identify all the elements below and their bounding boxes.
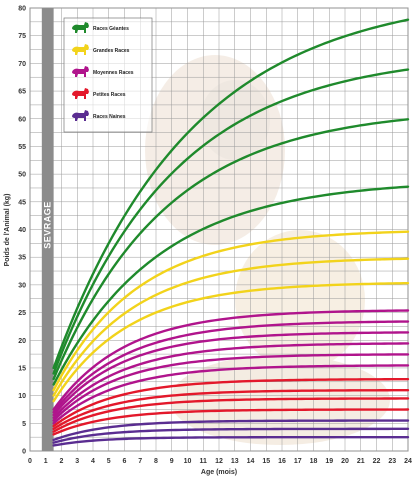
dog-icon: [72, 22, 89, 33]
series-line-12: [52, 353, 410, 422]
x-tick-label: 12: [215, 458, 223, 465]
x-tick-label: 21: [357, 458, 365, 465]
x-tick-label: 8: [154, 458, 158, 465]
dog-icon: [72, 110, 89, 121]
y-tick-label: 0: [22, 449, 26, 456]
series-line-14: [52, 377, 410, 428]
sevrage-band: [41, 8, 54, 451]
y-tick-label: 10: [18, 393, 26, 400]
background-photo: [145, 55, 390, 445]
x-tick-label: 13: [231, 458, 239, 465]
series-line-16: [52, 397, 410, 433]
legend-label: Moyennes Races: [93, 70, 134, 76]
series-line-11: [52, 342, 410, 419]
x-tick-label: 23: [388, 458, 396, 465]
y-tick-label: 75: [18, 33, 26, 40]
y-tick-label: 15: [18, 365, 26, 372]
y-tick-label: 30: [18, 282, 26, 289]
x-tick-label: 19: [325, 458, 333, 465]
legend: Races Géantes Grandes Races Moyennes Races…: [63, 17, 153, 133]
x-tick-label: 5: [107, 458, 111, 465]
dog-icon: [72, 66, 89, 77]
series-line-7: [52, 281, 410, 403]
curves: [52, 18, 410, 447]
x-tick-label: 10: [184, 458, 192, 465]
x-tick-label: 0: [28, 458, 32, 465]
y-tick-label: 60: [18, 116, 26, 123]
series-line-20: [52, 435, 410, 447]
x-tick-label: 2: [60, 458, 64, 465]
series-line-1: [52, 18, 410, 370]
series-line-8: [52, 309, 410, 411]
y-tick-label: 80: [18, 6, 26, 13]
x-tick-label: 3: [75, 458, 79, 465]
series-line-9: [52, 320, 410, 414]
x-tick-label: 4: [91, 458, 95, 465]
y-tick-label: 35: [18, 255, 26, 262]
x-tick-labels: 0 1 2 3 4 5 6 7 8 9 10 11 12 13 14 15 16 17 18 19 20 21 22 23 24: [28, 458, 412, 465]
x-tick-label: 24: [404, 458, 412, 465]
x-tick-label: 16: [278, 458, 286, 465]
series-line-6: [52, 257, 410, 397]
series-line-17: [52, 408, 410, 436]
series-line-3: [52, 118, 410, 381]
series-line-2: [52, 68, 410, 375]
x-tick-label: 17: [294, 458, 302, 465]
y-tick-label: 45: [18, 199, 26, 206]
x-tick-label: 11: [200, 458, 208, 465]
series-line-4: [52, 185, 410, 386]
sevrage-label: SEVRAGE: [43, 201, 53, 249]
legend-label: Races Naines: [93, 114, 126, 120]
x-tick-label: 9: [170, 458, 174, 465]
x-tick-label: 6: [123, 458, 127, 465]
x-tick-label: 22: [373, 458, 381, 465]
x-tick-label: 7: [138, 458, 142, 465]
y-tick-label: 40: [18, 227, 26, 234]
x-tick-label: 15: [262, 458, 270, 465]
series-line-13: [52, 364, 410, 425]
y-tick-label: 70: [18, 61, 26, 68]
legend-label: Races Géantes: [93, 26, 129, 32]
series-line-5: [52, 230, 410, 392]
x-tick-label: 20: [341, 458, 349, 465]
x-tick-label: 14: [247, 458, 255, 465]
legend-label: Grandes Races: [93, 48, 130, 54]
dog-icon: [72, 88, 89, 99]
x-tick-label: 1: [44, 458, 48, 465]
dog-icon: [72, 44, 89, 55]
y-axis-label: Poids de l'Animal (kg): [4, 194, 11, 267]
y-tick-label: 55: [18, 144, 26, 151]
legend-label: Petites Races: [93, 92, 126, 98]
y-tick-label: 5: [22, 421, 26, 428]
series-line-15: [52, 389, 410, 431]
y-tick-label: 50: [18, 172, 26, 179]
x-tick-label: 18: [310, 458, 318, 465]
y-tick-label: 65: [18, 89, 26, 96]
series-line-18: [52, 419, 410, 442]
series-line-10: [52, 331, 410, 417]
x-axis-label: Age (mois): [201, 469, 237, 476]
y-tick-labels: 0 5 10 15 20 25 30 35 40 45 50 55 60 65 70 75 80: [18, 6, 26, 456]
series-line-19: [52, 427, 410, 444]
y-tick-label: 25: [18, 310, 26, 317]
y-tick-label: 20: [18, 338, 26, 345]
